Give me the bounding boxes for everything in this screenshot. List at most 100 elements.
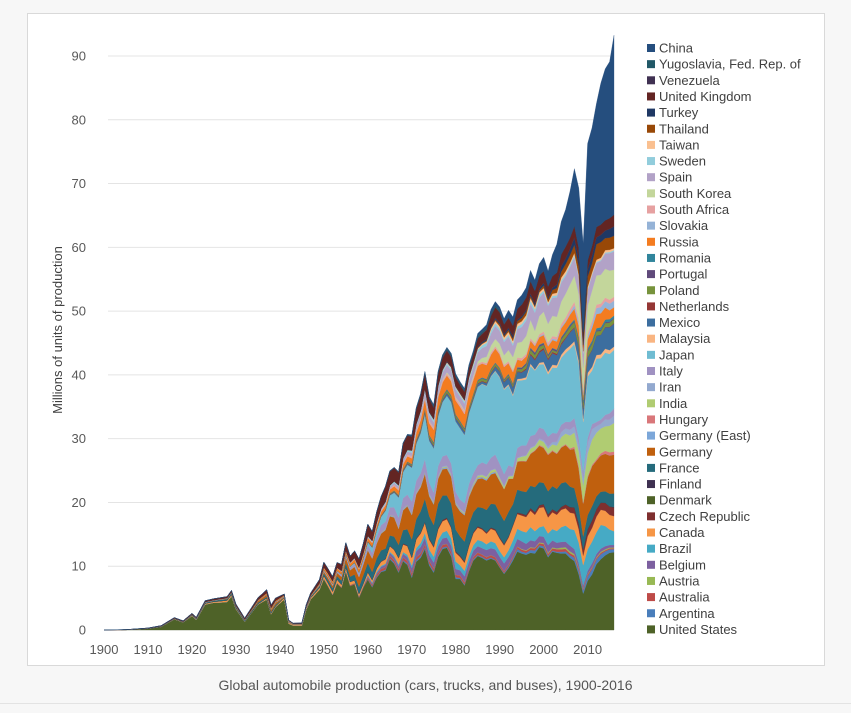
legend-swatch — [647, 140, 655, 149]
stacked-area-chart: 0 10 20 30 40 50 60 70 80 90 1900 1910 1920 1930 1940… — [50, 35, 801, 657]
legend-swatch — [647, 302, 655, 311]
legend-swatch — [647, 528, 655, 537]
legend-label: Czech Republic — [659, 509, 751, 524]
legend-label: Canada — [659, 525, 705, 540]
legend-label: United Kingdom — [659, 89, 752, 104]
legend-swatch — [647, 544, 655, 553]
y-axis-ticks: 0 10 20 30 40 50 60 70 80 90 — [72, 49, 86, 638]
legend-swatch — [647, 92, 655, 101]
legend-item-taiwan: Taiwan — [647, 137, 699, 152]
legend-swatch — [647, 383, 655, 392]
legend-item-italy: Italy — [647, 364, 683, 379]
x-tick-label: 1950 — [309, 642, 338, 657]
legend-label: China — [659, 41, 694, 56]
legend-label: India — [659, 396, 688, 411]
legend-label: Sweden — [659, 154, 706, 169]
legend-item-mexico: Mexico — [647, 315, 700, 330]
legend-swatch — [647, 124, 655, 133]
legend-label: Romania — [659, 250, 712, 265]
legend-swatch — [647, 447, 655, 456]
legend-label: South Korea — [659, 186, 732, 201]
y-tick-label: 0 — [79, 623, 86, 638]
y-tick-label: 80 — [72, 112, 86, 127]
area-china — [103, 35, 615, 631]
legend-swatch — [647, 334, 655, 343]
x-tick-label: 1960 — [353, 642, 382, 657]
legend-swatch — [647, 44, 655, 52]
legend-label: Portugal — [659, 267, 708, 282]
legend-swatch — [647, 205, 655, 214]
x-tick-label: 1970 — [397, 642, 426, 657]
legend-label: Germany (East) — [659, 428, 751, 443]
y-axis-title: Millions of units of production — [50, 246, 65, 414]
x-tick-label: 1980 — [441, 642, 470, 657]
legend-item-australia: Australia — [647, 590, 710, 605]
legend-swatch — [647, 76, 655, 85]
legend-item-argentina: Argentina — [647, 606, 715, 621]
legend-item-germany: Germany — [647, 444, 713, 459]
y-tick-label: 20 — [72, 495, 86, 510]
legend-swatch — [647, 399, 655, 408]
y-tick-label: 90 — [72, 49, 86, 64]
legend-swatch — [647, 576, 655, 585]
legend-label: South Africa — [659, 202, 730, 217]
legend-label: Brazil — [659, 541, 692, 556]
legend-label: Netherlands — [659, 299, 730, 314]
x-tick-label: 2010 — [573, 642, 602, 657]
legend-item-austria: Austria — [647, 573, 700, 588]
legend-item-spain: Spain — [647, 170, 692, 185]
legend-label: Taiwan — [659, 137, 699, 152]
legend-item-malaysia: Malaysia — [647, 331, 711, 346]
legend-swatch — [647, 253, 655, 262]
legend-label: Belgium — [659, 557, 706, 572]
y-tick-label: 40 — [72, 367, 86, 382]
legend-item-iran: Iran — [647, 380, 681, 395]
legend-item-belgium: Belgium — [647, 557, 706, 572]
legend-item-japan: Japan — [647, 347, 694, 362]
legend-swatch — [647, 609, 655, 618]
x-tick-label: 2000 — [529, 642, 558, 657]
y-tick-label: 70 — [72, 176, 86, 191]
legend-item-germany-east: Germany (East) — [647, 428, 751, 443]
area-series — [103, 35, 615, 631]
legend-swatch — [647, 415, 655, 424]
x-tick-label: 1920 — [177, 642, 206, 657]
legend-label: Venezuela — [659, 73, 720, 88]
legend-label: Japan — [659, 347, 694, 362]
legend-label: Slovakia — [659, 218, 709, 233]
legend-swatch — [647, 496, 655, 505]
x-axis-ticks: 1900 1910 1920 1930 1940 1950 1960 1970 1980 1990… — [90, 642, 603, 657]
legend-label: Germany — [659, 444, 713, 459]
legend-item-venezuela: Venezuela — [647, 73, 720, 88]
legend-item-brazil: Brazil — [647, 541, 692, 556]
legend-item-poland: Poland — [647, 283, 699, 298]
legend-swatch — [647, 189, 655, 198]
legend-item-yugoslavia-fed-rep-of: Yugoslavia, Fed. Rep. of — [647, 57, 801, 72]
legend-item-finland: Finland — [647, 477, 702, 492]
legend-swatch — [647, 480, 655, 489]
legend-item-canada: Canada — [647, 525, 705, 540]
legend-swatch — [647, 463, 655, 472]
legend-label: Argentina — [659, 606, 715, 621]
legend-label: Thailand — [659, 121, 709, 136]
legend-item-sweden: Sweden — [647, 154, 706, 169]
x-tick-label: 1930 — [221, 642, 250, 657]
legend-swatch — [647, 221, 655, 230]
legend-swatch — [647, 286, 655, 295]
legend-item-thailand: Thailand — [647, 121, 709, 136]
legend-item-france: France — [647, 460, 699, 475]
chart-frame: 0 10 20 30 40 50 60 70 80 90 1900 1910 1920 1930 1940… — [27, 13, 825, 666]
legend-item-united-kingdom: United Kingdom — [647, 89, 752, 104]
legend-label: United States — [659, 622, 738, 637]
x-tick-label: 1910 — [134, 642, 163, 657]
y-tick-label: 50 — [72, 304, 86, 319]
legend-item-turkey: Turkey — [647, 105, 699, 120]
legend-item-india: India — [647, 396, 688, 411]
legend-label: Hungary — [659, 412, 709, 427]
gridlines — [108, 55, 614, 631]
legend-item-china: China — [647, 41, 694, 56]
legend-label: Turkey — [659, 105, 699, 120]
y-tick-label: 60 — [72, 240, 86, 255]
legend-swatch — [647, 237, 655, 246]
